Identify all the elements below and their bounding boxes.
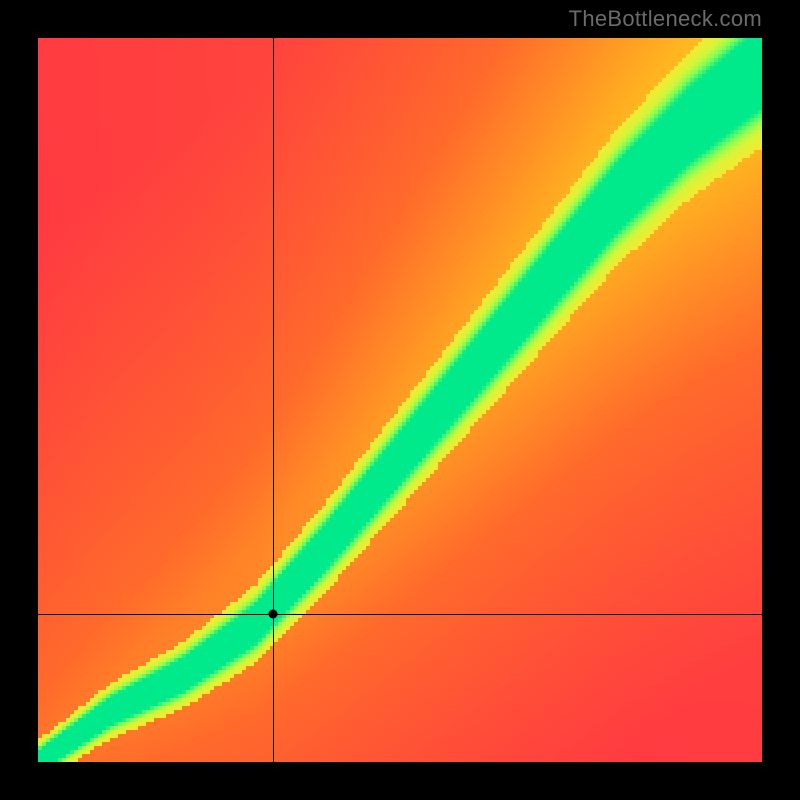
crosshair-horizontal xyxy=(38,614,762,615)
watermark-text: TheBottleneck.com xyxy=(569,6,762,32)
selection-marker xyxy=(269,609,278,618)
crosshair-vertical xyxy=(273,38,274,762)
bottleneck-heatmap xyxy=(38,38,762,762)
plot-area xyxy=(38,38,762,762)
